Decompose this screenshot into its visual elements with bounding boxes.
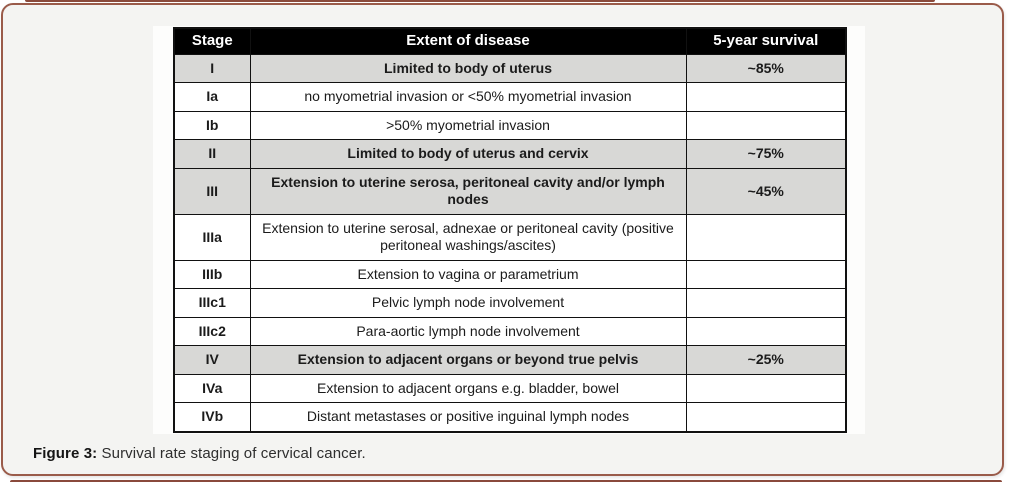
header-survival: 5-year survival (685, 27, 847, 55)
cell-extent: Distant metastases or positive inguinal … (249, 402, 687, 433)
cell-stage: III (173, 167, 251, 215)
adjacent-panel-top-divider (25, 0, 935, 2)
cell-stage: Ia (173, 82, 251, 112)
cell-extent: Extension to uterine serosa, peritoneal … (249, 167, 687, 215)
cell-survival: ~25% (685, 345, 847, 375)
cell-stage: IIIc2 (173, 316, 251, 347)
cell-stage: IVb (173, 402, 251, 433)
cell-stage: IIIb (173, 259, 251, 290)
cell-survival: ~85% (685, 53, 847, 84)
table-row-stage-I: I Limited to body of uterus ~85% (173, 53, 847, 84)
cell-survival: ~75% (685, 139, 847, 169)
cell-extent: Pelvic lymph node involvement (249, 288, 687, 318)
cell-survival (685, 373, 847, 404)
table-row-stage-IIIc1: IIIc1 Pelvic lymph node involvement (173, 288, 847, 318)
cell-extent: Extension to uterine serosal, adnexae or… (249, 213, 687, 261)
cell-stage: IIIc1 (173, 288, 251, 318)
cell-extent: Limited to body of uterus and cervix (249, 139, 687, 169)
cell-extent: Extension to vagina or parametrium (249, 259, 687, 290)
header-row: Stage Extent of disease 5-year survival (173, 27, 847, 55)
cell-survival (685, 402, 847, 433)
table-row-stage-IIIb: IIIb Extension to vagina or parametrium (173, 259, 847, 290)
table-row-stage-Ia: Ia no myometrial invasion or <50% myometr… (173, 82, 847, 112)
cell-extent: Extension to adjacent organs or beyond t… (249, 345, 687, 375)
adjacent-panel-bottom-divider (10, 480, 1002, 482)
cell-stage: Ib (173, 110, 251, 141)
cell-stage: IVa (173, 373, 251, 404)
cell-survival (685, 82, 847, 112)
cell-extent: Para-aortic lymph node involvement (249, 316, 687, 347)
table-row-stage-IV: IV Extension to adjacent organs or beyond… (173, 345, 847, 375)
table-row-stage-IIIc2: IIIc2 Para-aortic lymph node involvement (173, 316, 847, 347)
table-header: Stage Extent of disease 5-year survival (173, 27, 847, 55)
cell-survival: ~45% (685, 167, 847, 215)
cell-extent: Limited to body of uterus (249, 53, 687, 84)
cell-stage: IV (173, 345, 251, 375)
staging-table-body: I Limited to body of uterus ~85% Ia no myome… (173, 53, 847, 433)
cell-stage: IIIa (173, 213, 251, 261)
cell-survival (685, 259, 847, 290)
table-row-stage-II: II Limited to body of uterus and cervix ~7… (173, 139, 847, 169)
figure-caption-label: Figure 3: (33, 445, 98, 462)
table-row-stage-IVb: IVb Distant metastases or positive inguin… (173, 402, 847, 433)
header-extent: Extent of disease (249, 27, 687, 55)
cell-stage: I (173, 53, 251, 84)
figure-caption: Figure 3: Survival rate staging of cervi… (33, 445, 366, 462)
cell-survival (685, 288, 847, 318)
table-row-stage-IIIa: IIIa Extension to uterine serosal, adnexa… (173, 213, 847, 261)
figure-caption-text: Survival rate staging of cervical cancer… (97, 445, 366, 462)
cell-stage: II (173, 139, 251, 169)
cell-extent: Extension to adjacent organs e.g. bladde… (249, 373, 687, 404)
cell-survival (685, 110, 847, 141)
cervical-cancer-staging-table: Stage Extent of disease 5-year survival … (173, 27, 847, 433)
cell-survival (685, 213, 847, 261)
table-row-stage-III: III Extension to uterine serosa, peritone… (173, 167, 847, 215)
cell-extent: no myometrial invasion or <50% myometria… (249, 82, 687, 112)
figure-panel: Stage Extent of disease 5-year survival … (1, 3, 1004, 476)
cell-survival (685, 316, 847, 347)
table-row-stage-Ib: Ib >50% myometrial invasion (173, 110, 847, 141)
staging-table-container: Stage Extent of disease 5-year survival … (153, 26, 865, 434)
cell-extent: >50% myometrial invasion (249, 110, 687, 141)
header-stage: Stage (173, 27, 251, 55)
table-row-stage-IVa: IVa Extension to adjacent organs e.g. bla… (173, 373, 847, 404)
